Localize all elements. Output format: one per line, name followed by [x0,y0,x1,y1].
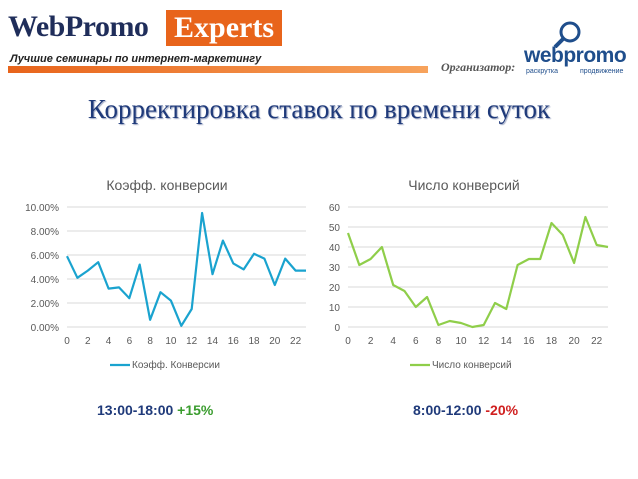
x-tick-label: 6 [127,336,133,347]
x-tick-label: 4 [106,336,112,347]
x-tick-label: 10 [165,336,177,347]
right-caption-range: 8:00-12:00 [413,402,482,418]
brand-logo-badge: Experts [166,10,282,46]
x-tick-label: 20 [569,336,581,347]
x-tick-label: 14 [207,336,219,347]
y-tick-label: 60 [329,203,341,214]
left-caption-range: 13:00-18:00 [97,402,174,418]
brand-logo-text: WebPromo [8,10,149,43]
legend-label: Число конверсий [432,360,512,371]
x-tick-label: 14 [501,336,513,347]
left-caption-change: +15% [177,402,214,418]
y-tick-label: 6.00% [31,251,59,262]
left-caption: 13:00-18:00 +15% [97,402,213,418]
organizer-logo: webpromo раскрутка продвижение [518,18,633,76]
slide-title: Корректировка ставок по времени суток [87,94,551,124]
conversions-count-chart: Число конверсий 0 10 20 30 40 50 60 0 2 4 6 8 10 12 14 1… [329,177,609,371]
x-tick-label: 12 [478,336,490,347]
x-tick-label: 16 [523,336,535,347]
y-tick-label: 40 [329,243,341,254]
conversion-rate-chart: Коэфф. конверсии 0.00% 2.00% 4.00% 6.00% 8.00… [25,177,306,371]
x-tick-label: 6 [413,336,419,347]
right-caption-change: -20% [485,402,519,418]
y-tick-label: 50 [329,223,341,234]
x-tick-label: 22 [290,336,302,347]
x-tick-label: 18 [546,336,558,347]
x-tick-label: 20 [269,336,281,347]
organizer-sub2: продвижение [580,68,624,75]
y-tick-label: 10 [329,303,341,314]
chart-title: Коэфф. конверсии [106,177,227,193]
x-tick-label: 18 [248,336,260,347]
x-tick-label: 0 [64,336,70,347]
legend-label: Коэфф. Конверсии [132,359,220,371]
x-tick-label: 8 [436,336,442,347]
x-tick-label: 0 [345,336,351,347]
y-tick-label: 30 [329,263,341,274]
y-tick-label: 0.00% [31,323,59,334]
header-divider [8,66,428,73]
magnifier-icon [553,21,581,48]
x-tick-label: 4 [390,336,396,347]
right-caption: 8:00-12:00 -20% [413,402,518,418]
organizer-brand: webpromo [524,44,627,67]
chart-title: Число конверсий [408,177,519,193]
x-tick-label: 10 [455,336,467,347]
series-line [346,215,609,329]
y-tick-label: 0 [334,323,340,334]
organizer-label: Организатор: [441,60,516,74]
x-tick-label: 8 [147,336,153,347]
x-tick-label: 22 [591,336,603,347]
y-tick-label: 8.00% [31,227,59,238]
x-tick-label: 16 [228,336,240,347]
x-tick-label: 12 [186,336,198,347]
y-tick-label: 2.00% [31,299,59,310]
y-tick-label: 4.00% [31,275,59,286]
x-tick-label: 2 [368,336,374,347]
header: WebPromo Experts Лучшие семинары по инте… [0,0,638,80]
y-tick-label: 10.00% [25,203,59,214]
y-tick-label: 20 [329,283,341,294]
tagline: Лучшие семинары по интернет-маркетингу [10,53,262,65]
series-line [66,211,306,327]
organizer-sub1: раскрутка [526,68,558,75]
x-tick-label: 2 [85,336,91,347]
